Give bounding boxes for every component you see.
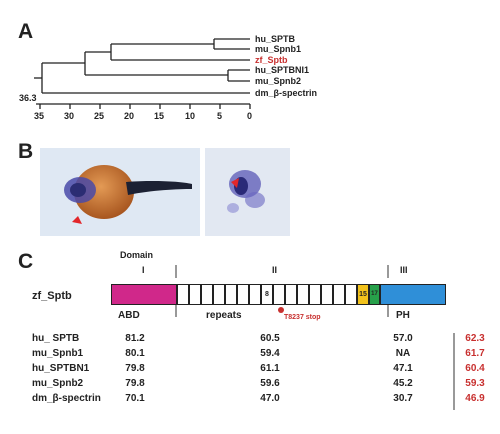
- repeat-block: [225, 284, 237, 305]
- abd-domain-block: [111, 284, 177, 305]
- repeat-block: [189, 284, 201, 305]
- abd-label: ABD: [118, 310, 140, 321]
- embryo-lateral-photo: [40, 148, 200, 236]
- repeat-8-block: 8: [261, 284, 273, 305]
- tree-tick-5: 5: [217, 111, 223, 121]
- table-row-name: dm_β-spectrin: [32, 393, 101, 404]
- tree-taxon-dm-beta-spectrin: dm_β-spectrin: [255, 88, 318, 98]
- panel-b-letter: B: [18, 140, 34, 163]
- repeat-block: [273, 284, 285, 305]
- repeats-label: repeats: [206, 310, 242, 321]
- table-cell-total: 61.7: [465, 348, 485, 359]
- panel-c-letter: C: [18, 250, 34, 273]
- red-arrowhead-right: [231, 178, 239, 188]
- table-cell-total: 62.3: [465, 333, 485, 344]
- tree-tick-30: 30: [64, 111, 75, 121]
- table-cell-abd: 79.8: [125, 378, 145, 389]
- tree-tick-35: 35: [34, 111, 45, 121]
- phylogenetic-tree: [34, 38, 251, 109]
- tree-tick-25: 25: [94, 111, 105, 121]
- repeat-17-block: 17: [369, 284, 380, 305]
- domain-heading: Domain: [120, 250, 154, 260]
- table-cell-abd: 70.1: [125, 393, 145, 404]
- tree-root-value: 36.3: [19, 93, 37, 103]
- repeat-block: [321, 284, 333, 305]
- tree-axis-ticks: [39, 104, 251, 109]
- table-row-name: mu_Spnb2: [32, 378, 84, 389]
- tree-taxon-mu-spnb2: mu_Spnb2: [255, 76, 302, 86]
- table-cell-total: 46.9: [465, 393, 485, 404]
- mutation-marker: [278, 307, 284, 313]
- table-cell-repeats: 59.6: [260, 378, 280, 389]
- ph-domain-block: [380, 284, 446, 305]
- table-cell-total: 59.3: [465, 378, 485, 389]
- tree-taxon-mu-spnb1: mu_Spnb1: [255, 44, 302, 54]
- tree-taxon-hu-sptb: hu_SPTB: [255, 34, 296, 44]
- ph-label: PH: [396, 310, 410, 321]
- tree-tick-20: 20: [124, 111, 135, 121]
- tree-tick-15: 15: [154, 111, 165, 121]
- table-cell-abd: 79.8: [125, 363, 145, 374]
- table-row-name: mu_Spnb1: [32, 348, 84, 359]
- table-cell-ph: 30.7: [393, 393, 413, 404]
- table-cell-repeats: 47.0: [260, 393, 280, 404]
- domain-bar: 8 15 17: [111, 284, 446, 305]
- table-cell-abd: 81.2: [125, 333, 145, 344]
- tree-tick-0: 0: [247, 111, 253, 121]
- mutation-label: T8237 stop: [284, 314, 321, 321]
- panel-a-letter: A: [18, 20, 34, 43]
- repeat-block: [201, 284, 213, 305]
- tree-taxon-zf-sptb: zf_Sptb: [255, 55, 288, 65]
- table-cell-repeats: 61.1: [260, 363, 280, 374]
- table-cell-ph: 57.0: [393, 333, 413, 344]
- protein-label: zf_Sptb: [32, 290, 72, 302]
- repeat-block: [285, 284, 297, 305]
- repeat-block: [213, 284, 225, 305]
- repeat-15-block: 15: [357, 284, 369, 305]
- table-cell-total: 60.4: [465, 363, 485, 374]
- table-cell-abd: 80.1: [125, 348, 145, 359]
- table-cell-repeats: 59.4: [260, 348, 280, 359]
- domain-iii-label: III: [400, 265, 408, 275]
- repeat-block: [177, 284, 189, 305]
- table-cell-repeats: 60.5: [260, 333, 280, 344]
- table-row-name: hu_SPTBN1: [32, 363, 90, 374]
- tree-taxon-hu-sptbni1: hu_SPTBNI1: [255, 65, 310, 75]
- domain-i-label: I: [142, 265, 145, 275]
- table-cell-ph: 45.2: [393, 378, 413, 389]
- repeat-block: [237, 284, 249, 305]
- repeat-block: [249, 284, 261, 305]
- repeat-block: [333, 284, 345, 305]
- table-row-name: hu_ SPTB: [32, 333, 80, 344]
- tree-tick-10: 10: [185, 111, 196, 121]
- repeat-block: [345, 284, 357, 305]
- repeat-block: [309, 284, 321, 305]
- red-arrowhead-left: [72, 216, 82, 224]
- repeat-block: [297, 284, 309, 305]
- table-cell-ph: 47.1: [393, 363, 413, 374]
- table-cell-ph: NA: [395, 348, 411, 359]
- embryo-dorsal-photo: [205, 148, 290, 236]
- domain-ii-label: II: [272, 265, 278, 275]
